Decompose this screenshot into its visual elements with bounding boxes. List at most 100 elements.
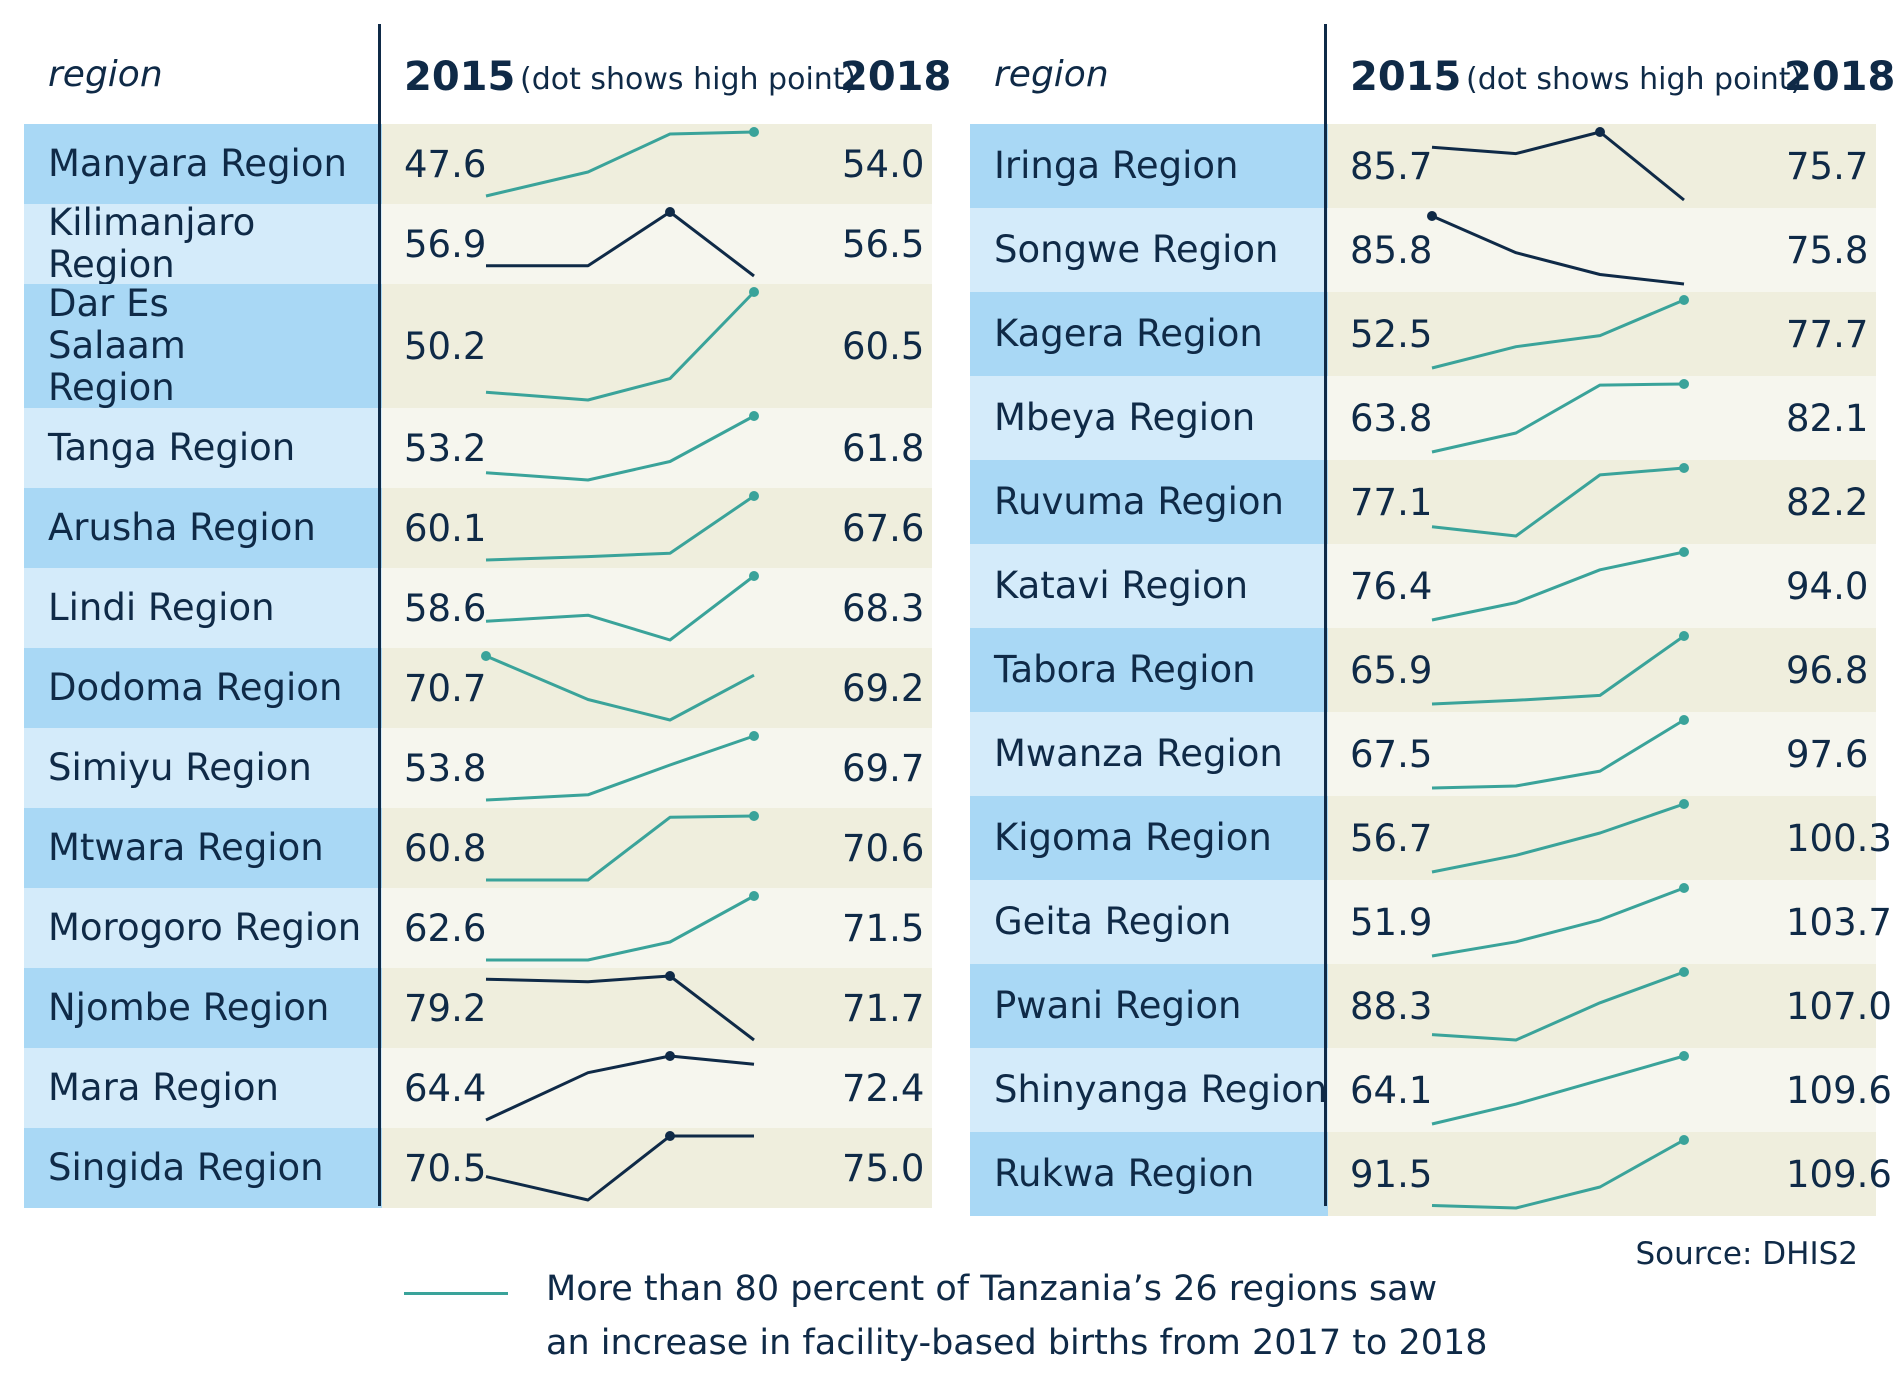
region-name: Iringa Region: [970, 124, 1328, 208]
region-data-cell: 64.1 109.6: [1328, 1048, 1892, 1132]
sparkline-path: [1431, 970, 1685, 1042]
value-2015: 47.6: [404, 142, 487, 186]
sparkline-path: [1431, 1138, 1685, 1210]
region-data-cell: 64.4 72.4: [382, 1048, 932, 1128]
region-data-cell: 52.5 77.7: [1328, 292, 1876, 376]
sparkline: [1431, 967, 1689, 1042]
sparkline: [1431, 1051, 1689, 1126]
sparkline-path: [485, 574, 755, 642]
region-name: Katavi Region: [970, 544, 1328, 628]
value-2015: 56.9: [404, 222, 487, 266]
legend-swatch: [404, 1292, 508, 1295]
region-name: Arusha Region: [24, 488, 382, 568]
region-data-cell: 76.4 94.0: [1328, 544, 1876, 628]
sparkline-path: [1431, 214, 1685, 286]
high-point-dot: [1679, 463, 1689, 473]
sparkline-path: [486, 814, 755, 882]
sparkline: [1431, 883, 1689, 958]
region-row: Rukwa Region 91.5 109.6: [970, 1132, 1892, 1216]
region-name: Mwanza Region: [970, 712, 1328, 796]
sparkline-path: [1431, 298, 1685, 370]
region-row: Iringa Region 85.7 75.7: [970, 124, 1876, 208]
sparkline-note: (dot shows high point): [520, 62, 857, 97]
value-2018: 82.1: [1786, 396, 1869, 440]
sparkline: [485, 731, 759, 802]
sparkline: [485, 411, 759, 482]
high-point-dot: [749, 571, 759, 581]
region-row: Dodoma Region 70.7 69.2: [24, 648, 932, 728]
value-2015: 76.4: [1350, 564, 1433, 608]
region-data-cell: 85.7 75.7: [1328, 124, 1876, 208]
sparkline-path: [485, 734, 755, 802]
value-2018: 71.7: [842, 986, 925, 1030]
region-name: Manyara Region: [24, 124, 382, 204]
high-point-dot: [1679, 631, 1689, 641]
value-2015: 65.9: [1350, 648, 1433, 692]
region-name: Simiyu Region: [24, 728, 382, 808]
region-row: Tabora Region 65.9 96.8: [970, 628, 1876, 712]
sparkline: [1431, 799, 1689, 874]
sparkline-path: [485, 130, 755, 198]
value-2018: 94.0: [1786, 564, 1869, 608]
region-row: Katavi Region 76.4 94.0: [970, 544, 1876, 628]
region-row: Morogoro Region 62.6 71.5: [24, 888, 932, 968]
value-2018: 67.6: [842, 506, 925, 550]
high-point-dot: [1679, 547, 1689, 557]
region-name: Ruvuma Region: [970, 460, 1328, 544]
high-point-dot: [665, 971, 675, 981]
region-data-cell: 62.6 71.5: [382, 888, 932, 968]
region-header: region: [994, 54, 1109, 95]
left-panel: region 2015 (dot shows high point) 2018 …: [24, 0, 951, 1208]
high-point-dot: [749, 891, 759, 901]
high-point-dot: [1595, 127, 1605, 137]
region-header: region: [48, 54, 163, 95]
high-point-dot: [1679, 967, 1689, 977]
year-end-header: 2018: [840, 54, 952, 100]
region-row: Simiyu Region 53.8 69.7: [24, 728, 932, 808]
region-name: Morogoro Region: [24, 888, 382, 968]
region-name: Dar Es Salaam Region: [24, 283, 382, 409]
value-2015: 51.9: [1350, 900, 1433, 944]
value-2018: 100.3: [1786, 816, 1892, 860]
region-name: Kagera Region: [970, 292, 1328, 376]
sparkline: [1431, 295, 1689, 370]
region-data-cell: 67.5 97.6: [1328, 712, 1876, 796]
region-name: Dodoma Region: [24, 648, 382, 728]
value-2018: 61.8: [842, 426, 925, 470]
right-panel: region 2015 (dot shows high point) 2018 …: [970, 0, 1895, 1216]
region-row: Mtwara Region 60.8 70.6: [24, 808, 932, 888]
region-data-cell: 60.1 67.6: [382, 488, 932, 568]
region-row: Kilimanjaro Region 56.9 56.5: [24, 202, 932, 286]
region-name: Kilimanjaro Region: [24, 202, 382, 286]
year-end-header: 2018: [1784, 54, 1896, 100]
region-name: Mbeya Region: [970, 376, 1328, 460]
region-row: Songwe Region 85.8 75.8: [970, 208, 1876, 292]
high-point-dot: [1427, 211, 1437, 221]
region-name: Tabora Region: [970, 628, 1328, 712]
sparkline: [486, 891, 759, 962]
value-2018: 107.0: [1786, 984, 1892, 1028]
region-name: Singida Region: [24, 1128, 382, 1208]
sparkline-path: [1431, 718, 1685, 790]
region-data-cell: 50.2 60.5: [382, 284, 932, 408]
region-data-cell: 51.9 103.7: [1328, 880, 1892, 964]
region-data-cell: 79.2 71.7: [382, 968, 932, 1048]
sparkline-path: [485, 654, 755, 722]
value-2015: 85.7: [1350, 144, 1433, 188]
value-2015: 64.4: [404, 1066, 487, 1110]
sparkline-path: [485, 1134, 754, 1202]
value-2018: 68.3: [842, 586, 925, 630]
region-data-cell: 85.8 75.8: [1328, 208, 1876, 292]
high-point-dot: [749, 287, 759, 297]
value-2018: 69.7: [842, 746, 925, 790]
sparkline: [486, 811, 759, 882]
value-2018: 109.6: [1786, 1068, 1892, 1112]
region-data-cell: 88.3 107.0: [1328, 964, 1892, 1048]
value-2018: 71.5: [842, 906, 925, 950]
value-2015: 67.5: [1350, 732, 1433, 776]
year-start-header: 2015: [1350, 54, 1462, 100]
sparkline-path: [1431, 802, 1685, 874]
region-name: Lindi Region: [24, 568, 382, 648]
region-name: Geita Region: [970, 880, 1328, 964]
sparkline-path: [485, 974, 755, 1042]
